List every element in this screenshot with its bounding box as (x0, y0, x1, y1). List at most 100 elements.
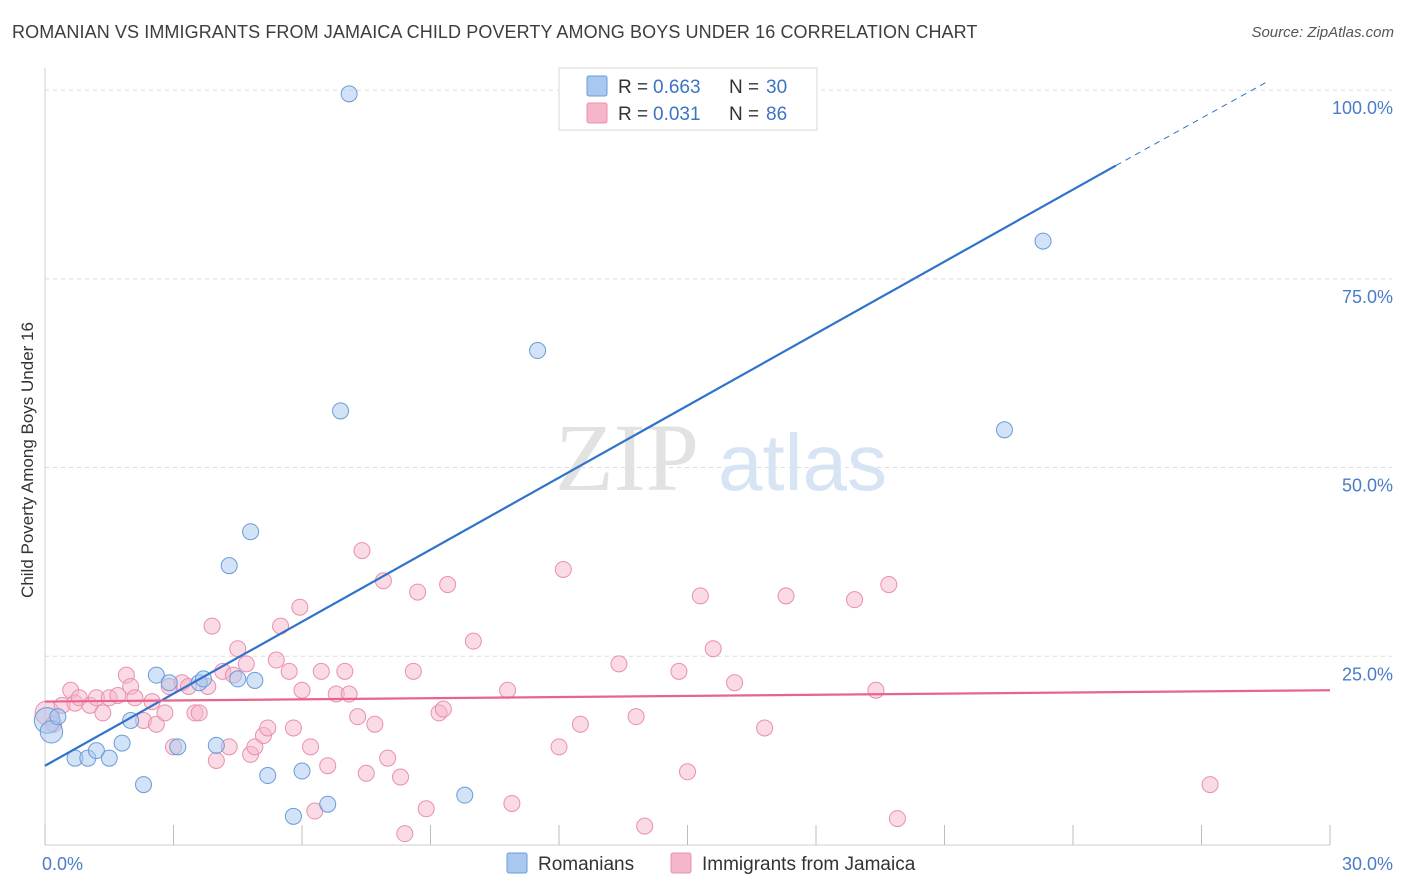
data-point (995, 421, 1013, 439)
bottom-legend-label: Romanians (538, 854, 634, 875)
data-point (280, 662, 298, 680)
data-point (220, 557, 238, 575)
data-point (366, 715, 384, 733)
data-point (259, 767, 277, 785)
data-point (293, 762, 311, 780)
data-point (135, 776, 153, 794)
data-point (846, 591, 864, 609)
y-tick-label: 25.0% (1342, 664, 1393, 684)
data-point (349, 708, 367, 726)
legend-r-value: 0.663 (653, 77, 701, 98)
tick-labels: 100.0% 75.0% 50.0% 25.0% 0.0% 30.0% (42, 98, 1393, 874)
y-tick-label: 100.0% (1332, 98, 1393, 118)
data-point (704, 640, 722, 658)
data-point (113, 734, 131, 752)
legend-n-label: N = (729, 77, 759, 98)
data-point (284, 807, 302, 825)
trend-lines (44, 82, 1331, 767)
series-jamaica-points (34, 542, 1219, 843)
data-point (550, 738, 568, 756)
data-point (529, 342, 547, 360)
data-point (229, 670, 247, 688)
data-point (160, 674, 178, 692)
legend-r-label: R = (618, 104, 648, 125)
data-point (610, 655, 628, 673)
data-point (353, 542, 371, 560)
data-point (156, 704, 174, 722)
data-point (456, 786, 474, 804)
data-point (336, 662, 354, 680)
data-point (332, 402, 350, 420)
data-point (888, 810, 906, 828)
data-point (284, 719, 302, 737)
data-point (340, 85, 358, 103)
x-tick-label: 30.0% (1342, 854, 1393, 874)
data-point (571, 715, 589, 733)
data-point (434, 700, 452, 718)
data-point (1034, 232, 1052, 250)
legend-r-label: R = (618, 77, 648, 98)
bottom-legend: Romanians Immigrants from Jamaica (506, 852, 916, 875)
data-point (627, 708, 645, 726)
data-point (242, 523, 260, 541)
data-point (87, 742, 105, 760)
data-point (499, 681, 517, 699)
series-romanians-points (33, 85, 1052, 825)
grid-lines (45, 89, 1392, 657)
data-point (100, 749, 118, 767)
legend-n-label: N = (729, 104, 759, 125)
data-point (396, 825, 414, 843)
y-axis-label: Child Poverty Among Boys Under 16 (18, 322, 37, 598)
data-point (404, 662, 422, 680)
data-point (409, 583, 427, 601)
data-point (147, 666, 165, 684)
data-point (237, 655, 255, 673)
data-point (726, 674, 744, 692)
data-point (679, 763, 696, 781)
data-point (94, 704, 112, 722)
data-point (379, 749, 397, 767)
data-point (417, 800, 435, 818)
data-point (880, 576, 898, 594)
data-point (670, 662, 688, 680)
watermark-zip: ZIP (555, 404, 699, 511)
data-point (691, 587, 709, 605)
data-point (207, 751, 225, 769)
data-point (503, 794, 521, 812)
legend-n-value: 86 (766, 104, 787, 125)
legend-swatch (586, 75, 608, 97)
watermark-atlas: atlas (718, 418, 887, 507)
data-point (293, 681, 311, 699)
data-point (302, 738, 320, 756)
data-point (246, 738, 264, 756)
data-point (636, 817, 654, 835)
legend-n-value: 30 (766, 77, 787, 98)
data-point (392, 768, 410, 786)
data-point (357, 764, 375, 782)
data-point (190, 704, 208, 722)
y-tick-label: 75.0% (1342, 287, 1393, 307)
legend-swatch (586, 102, 608, 124)
bottom-legend-swatch (506, 852, 528, 874)
data-point (867, 681, 885, 699)
data-point (777, 587, 795, 605)
bottom-legend-label: Immigrants from Jamaica (702, 854, 916, 875)
legend: R = 0.663 N = 30 R = 0.031 N = 86 (558, 67, 818, 131)
x-tick-label: 0.0% (42, 854, 83, 874)
watermark: ZIP atlas (555, 404, 887, 511)
data-point (109, 687, 127, 705)
data-point (207, 736, 225, 754)
data-point (246, 671, 264, 689)
data-point (464, 632, 482, 650)
data-point (49, 708, 67, 726)
trend-line-romanians-extension (1115, 82, 1266, 167)
data-point (1201, 776, 1219, 794)
data-point (259, 719, 277, 737)
data-point (319, 795, 337, 813)
data-point (169, 738, 187, 756)
data-point (756, 719, 774, 737)
source-label: Source: ZipAtlas.com (1251, 24, 1394, 41)
trend-line-romanians (44, 164, 1117, 767)
legend-r-value: 0.031 (653, 104, 701, 125)
